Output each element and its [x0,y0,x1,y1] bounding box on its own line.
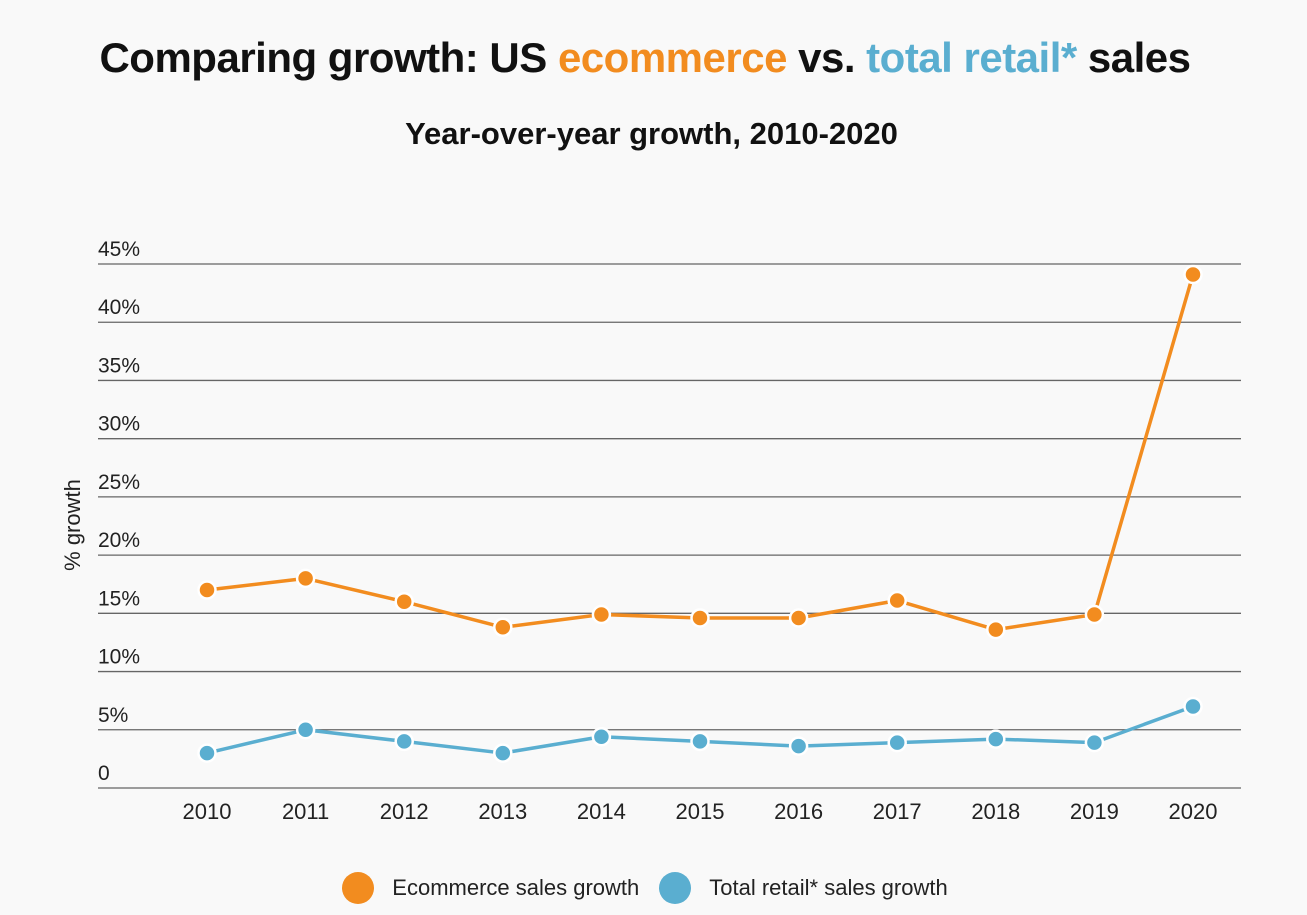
data-point-retail-2012 [394,731,414,752]
title-part-1: Comparing growth: US [99,34,558,81]
legend-label-ecommerce: Ecommerce sales growth [392,875,640,900]
y-tick-label-20: 20% [98,529,140,552]
x-tick-label-2011: 2011 [282,799,329,824]
legend: Ecommerce sales growth Total retail* sal… [0,872,1290,904]
y-tick-label-15: 15% [98,587,140,610]
data-point-retail-2010 [197,743,217,763]
data-point-retail-2019 [1084,732,1105,753]
y-axis-label: % growth [60,479,85,571]
data-point-retail-2016 [788,736,809,756]
title-part-5: sales [1076,34,1191,81]
title-total-retail: total retail* [866,34,1077,81]
data-point-retail-2018 [986,729,1006,749]
data-point-ecommerce-2011 [295,568,316,589]
y-tick-label-30: 30% [98,413,140,436]
y-tick-label-0: 0 [98,762,110,785]
x-tick-label-2013: 2013 [478,799,527,824]
y-tick-label-25: 25% [98,471,140,494]
data-point-retail-2020 [1183,696,1203,717]
data-point-ecommerce-2020 [1183,264,1203,285]
x-tick-label-2018: 2018 [971,799,1020,824]
chart-title: Comparing growth: US ecommerce vs. total… [0,34,1290,82]
x-tick-label-2012: 2012 [380,799,429,824]
data-point-retail-2014 [591,727,612,747]
legend-swatch-ecommerce [342,872,375,904]
x-tick-label-2020: 2020 [1169,799,1218,824]
data-point-ecommerce-2016 [788,608,809,628]
chart-subtitle: Year-over-year growth, 2010-2020 [405,116,898,151]
data-point-retail-2017 [887,732,907,753]
legend-label-retail: Total retail* sales growth [709,875,948,900]
x-tick-label-2014: 2014 [577,799,626,824]
title-ecommerce: ecommerce [557,34,787,81]
y-tick-label-45: 45% [98,238,140,261]
legend-swatch-retail [659,872,692,904]
data-point-ecommerce-2018 [986,619,1006,640]
x-tick-label-2016: 2016 [774,799,823,824]
title-part-3: vs. [786,34,867,81]
x-tick-label-2010: 2010 [183,799,232,824]
y-tick-label-5: 5% [98,704,128,727]
data-point-retail-2011 [295,720,316,740]
legend-item-retail: Total retail* sales growth [659,872,948,904]
data-point-ecommerce-2010 [197,580,217,600]
data-point-retail-2015 [690,731,710,752]
data-point-ecommerce-2013 [493,617,513,638]
data-point-ecommerce-2012 [394,591,414,612]
y-tick-label-10: 10% [98,646,140,669]
data-point-ecommerce-2017 [887,590,907,611]
y-tick-label-40: 40% [98,296,140,319]
series-line-ecommerce [206,273,1195,632]
x-tick-label-2017: 2017 [873,799,922,824]
data-point-retail-2013 [493,743,513,763]
data-point-ecommerce-2015 [690,608,710,628]
x-tick-label-2019: 2019 [1070,799,1119,824]
y-tick-label-35: 35% [98,354,140,377]
data-point-ecommerce-2019 [1084,604,1105,625]
x-tick-label-2015: 2015 [676,799,725,824]
data-point-ecommerce-2014 [591,604,612,625]
legend-item-ecommerce: Ecommerce sales growth [342,872,639,904]
